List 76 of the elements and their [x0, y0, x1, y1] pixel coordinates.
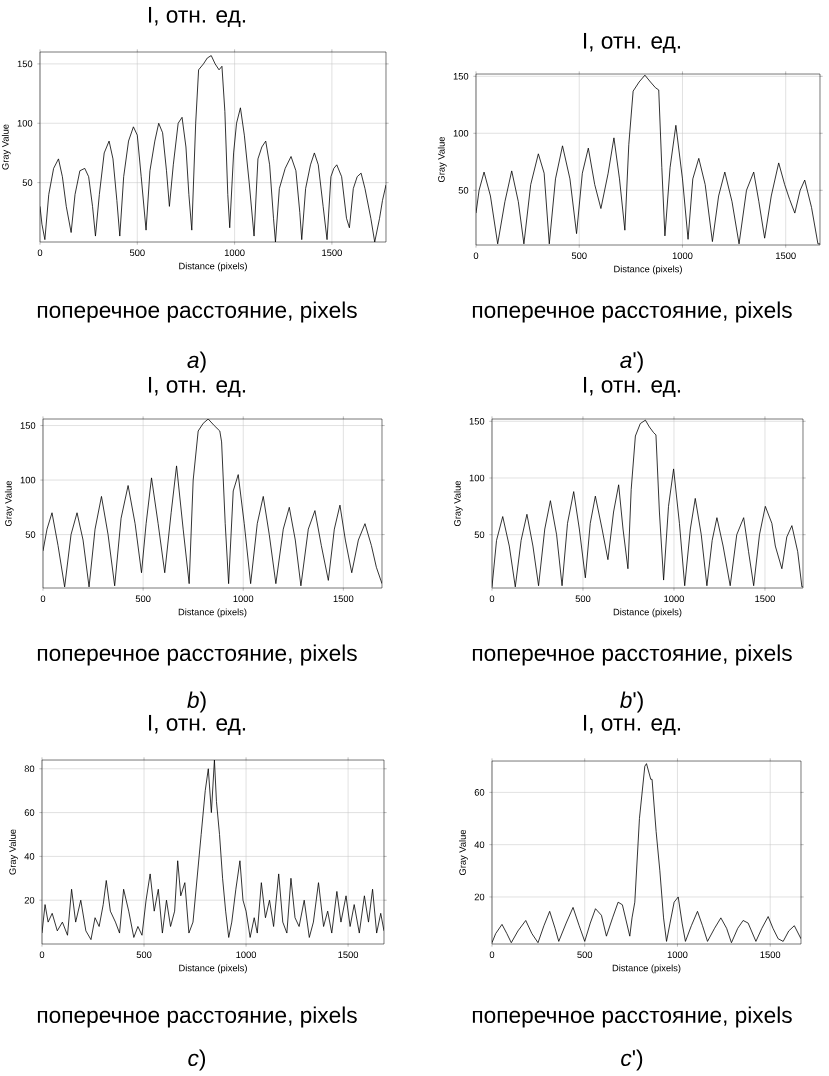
- x-tick-label: 1000: [236, 951, 257, 958]
- x-axis-title: Distance (pixels): [179, 964, 247, 974]
- x-axis-title: Distance (pixels): [614, 265, 682, 275]
- y-tick-label: 40: [474, 841, 485, 848]
- y-tick-label: 100: [20, 476, 36, 484]
- y-tick-label: 150: [469, 417, 485, 425]
- text: поперечное расстояние, pixels: [37, 644, 357, 666]
- y-tick-label: 100: [17, 119, 33, 127]
- y-tick-label: 150: [17, 60, 33, 68]
- x-tick-label: 0: [489, 951, 495, 958]
- y-tick-label: 20: [24, 896, 35, 904]
- chart-title: I, отн. ед.: [148, 714, 246, 736]
- chart-title: I, отн. ед.: [148, 376, 246, 398]
- y-axis-title: Gray Value: [437, 136, 447, 183]
- x-tick-label: 500: [571, 252, 587, 259]
- x-tick-label: 500: [129, 249, 145, 256]
- y-tick-label: 50: [458, 187, 469, 194]
- y-tick-label: 20: [474, 893, 485, 901]
- x-tick-label: 500: [577, 951, 593, 958]
- x-tick-label: 0: [37, 249, 43, 256]
- y-tick-label: 100: [453, 130, 469, 137]
- y-tick-label: 50: [22, 179, 33, 186]
- text: b'): [620, 691, 643, 713]
- line-series: [476, 74, 820, 245]
- x-axis-title: Distance (pixels): [178, 608, 247, 618]
- y-tick-label: 150: [453, 73, 469, 80]
- text: c): [188, 1049, 206, 1071]
- y-axis-title: Gray Value: [459, 829, 468, 876]
- x-tick-label: 1000: [224, 249, 245, 256]
- x-tick-label: 1500: [338, 951, 359, 958]
- text: поперечное расстояние, pixels: [37, 301, 357, 323]
- x-tick-label: 0: [39, 951, 45, 958]
- line-series: [43, 419, 382, 588]
- x-tick-label: 0: [473, 252, 479, 259]
- x-tick-label: 1500: [760, 951, 781, 958]
- x-tick-label: 1500: [322, 249, 342, 256]
- text: a): [187, 351, 206, 373]
- y-axis-title: Gray Value: [4, 480, 14, 527]
- y-tick-label: 50: [474, 531, 485, 538]
- x-tick-label: 1500: [755, 595, 775, 602]
- x-axis-title: Distance (pixels): [613, 608, 682, 618]
- chart-title: I, отн. ед.: [583, 32, 681, 54]
- y-tick-label: 60: [474, 789, 485, 796]
- y-tick-label: 150: [20, 422, 36, 429]
- y-tick-label: 40: [24, 853, 35, 860]
- chart-title: I, отн. ед.: [583, 376, 681, 398]
- text: поперечное расстояние, pixels: [37, 1006, 357, 1028]
- y-tick-label: 80: [24, 765, 35, 773]
- y-tick-label: 100: [469, 474, 485, 482]
- text: поперечное расстояние, pixels: [472, 1006, 792, 1028]
- line-series: [40, 55, 386, 243]
- x-tick-label: 1000: [233, 595, 254, 602]
- text: c'): [621, 1049, 643, 1071]
- x-tick-label: 1000: [664, 595, 684, 602]
- y-tick-label: 50: [25, 531, 36, 538]
- y-tick-label: 60: [24, 809, 35, 816]
- x-tick-label: 0: [40, 595, 46, 602]
- x-tick-label: 1500: [333, 595, 354, 602]
- text: поперечное расстояние, pixels: [472, 644, 792, 666]
- y-axis-title: Gray Value: [1, 124, 11, 170]
- text: поперечное расстояние, pixels: [472, 301, 792, 323]
- chart-title: I, отн. ед.: [148, 6, 246, 28]
- y-axis-title: Gray Value: [9, 829, 18, 875]
- x-axis-title: Distance (pixels): [179, 262, 247, 272]
- x-tick-label: 0: [489, 595, 495, 602]
- x-axis-title: Distance (pixels): [612, 964, 681, 974]
- x-tick-label: 1000: [672, 252, 693, 259]
- text: a'): [620, 351, 643, 373]
- x-tick-label: 1000: [667, 951, 688, 958]
- x-tick-label: 500: [575, 595, 591, 602]
- x-tick-label: 500: [136, 951, 152, 958]
- x-tick-label: 1500: [776, 252, 796, 259]
- x-tick-label: 500: [135, 595, 151, 602]
- text: b): [187, 691, 206, 713]
- y-axis-title: Gray Value: [453, 480, 463, 527]
- chart-title: I, отн. ед.: [583, 714, 681, 736]
